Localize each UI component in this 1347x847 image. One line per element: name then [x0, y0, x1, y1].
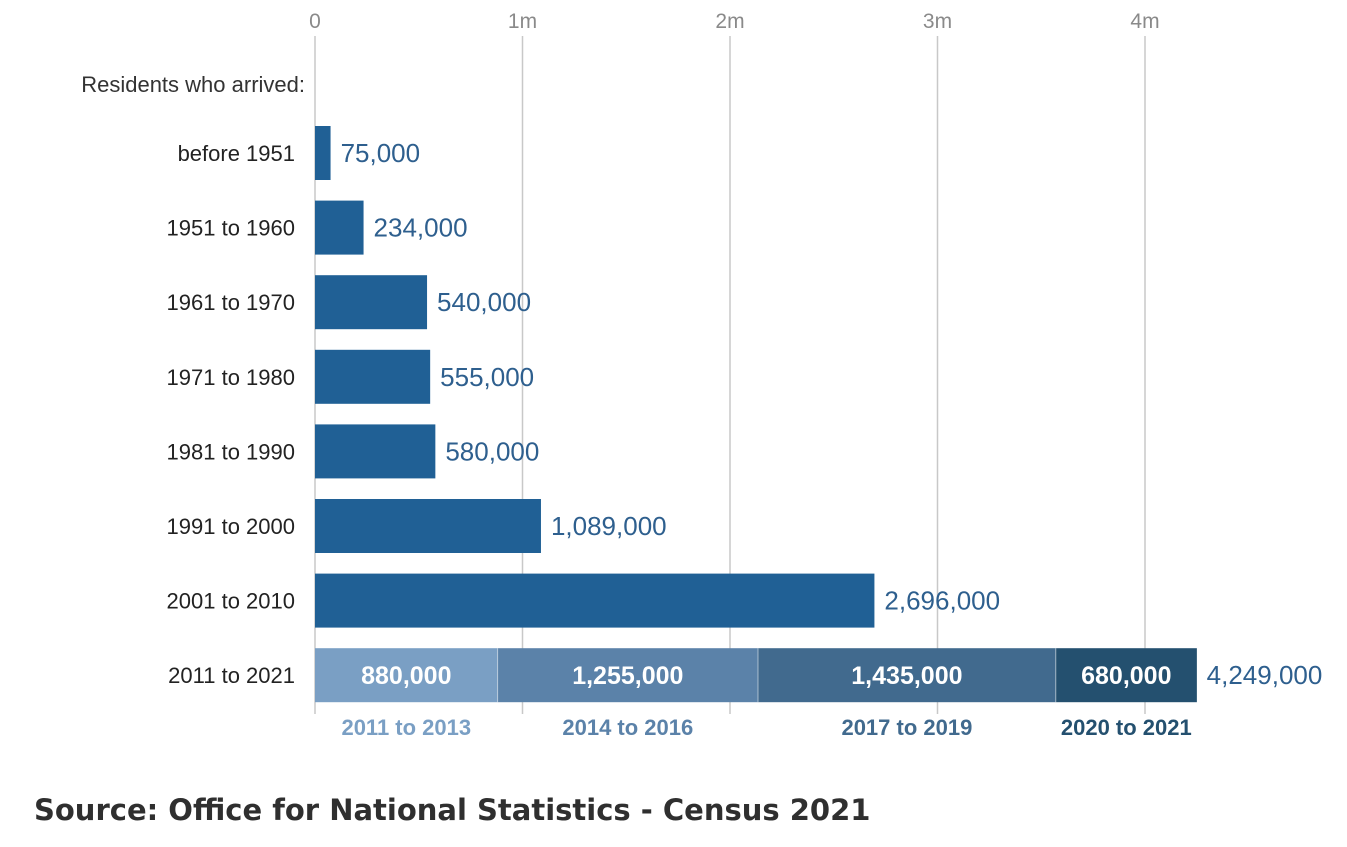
segment-value-label: 1,435,000: [851, 662, 962, 690]
x-tick-label: 0: [309, 10, 321, 33]
segment-value-label: 1,255,000: [572, 662, 683, 690]
category-label: 2001 to 2010: [167, 589, 295, 614]
segment-period-label: 2017 to 2019: [841, 715, 972, 740]
bar: [315, 499, 541, 553]
stacked-segment: [315, 648, 498, 703]
segment-period-label: 2011 to 2013: [341, 715, 471, 740]
bar: [315, 126, 331, 180]
x-tick-label: 2m: [715, 10, 744, 33]
segment-value-label: 680,000: [1081, 662, 1171, 690]
bar-value-label: 1,089,000: [551, 511, 667, 541]
stacked-segment: [758, 648, 1056, 703]
bar: [315, 349, 431, 404]
bar: [315, 275, 428, 330]
bar: [315, 424, 436, 479]
bar-value-label: 555,000: [440, 362, 534, 392]
bar-value-label: 4,249,000: [1207, 660, 1323, 690]
segment-value-label: 880,000: [361, 662, 451, 690]
bar-chart: 0 1m 2m 3m 4m Residents who arrived: before …: [81, 10, 1323, 740]
category-label: 1991 to 2000: [167, 514, 295, 539]
source-note: Source: Office for National Statistics -…: [34, 793, 871, 827]
bars: before 1951 75,000 1951 to 1960 234,000 1961…: [167, 126, 1323, 740]
x-tick-label: 1m: [508, 10, 537, 33]
category-label: 2011 to 2021: [168, 663, 295, 688]
segment-period-label: 2020 to 2021: [1061, 715, 1192, 740]
chart-heading: Residents who arrived:: [81, 72, 305, 97]
category-label: 1951 to 1960: [167, 216, 295, 241]
stacked-segment: [497, 648, 759, 703]
segment-period-label: 2014 to 2016: [562, 715, 693, 740]
bar: [315, 200, 364, 255]
bar-value-label: 75,000: [341, 138, 421, 168]
bar-value-label: 540,000: [437, 287, 531, 317]
category-label: 1961 to 1970: [167, 290, 295, 315]
bar: [315, 573, 875, 628]
x-axis-ticks: 0 1m 2m 3m 4m: [309, 10, 1159, 33]
bar-value-label: 2,696,000: [884, 586, 1000, 616]
category-label: 1981 to 1990: [167, 439, 295, 464]
category-label: before 1951: [178, 141, 295, 166]
category-label: 1971 to 1980: [167, 365, 295, 390]
bar-value-label: 580,000: [445, 436, 539, 466]
bar-value-label: 234,000: [374, 213, 468, 243]
stacked-segment: [1055, 648, 1197, 703]
x-tick-label: 4m: [1130, 10, 1159, 33]
x-tick-label: 3m: [923, 10, 952, 33]
